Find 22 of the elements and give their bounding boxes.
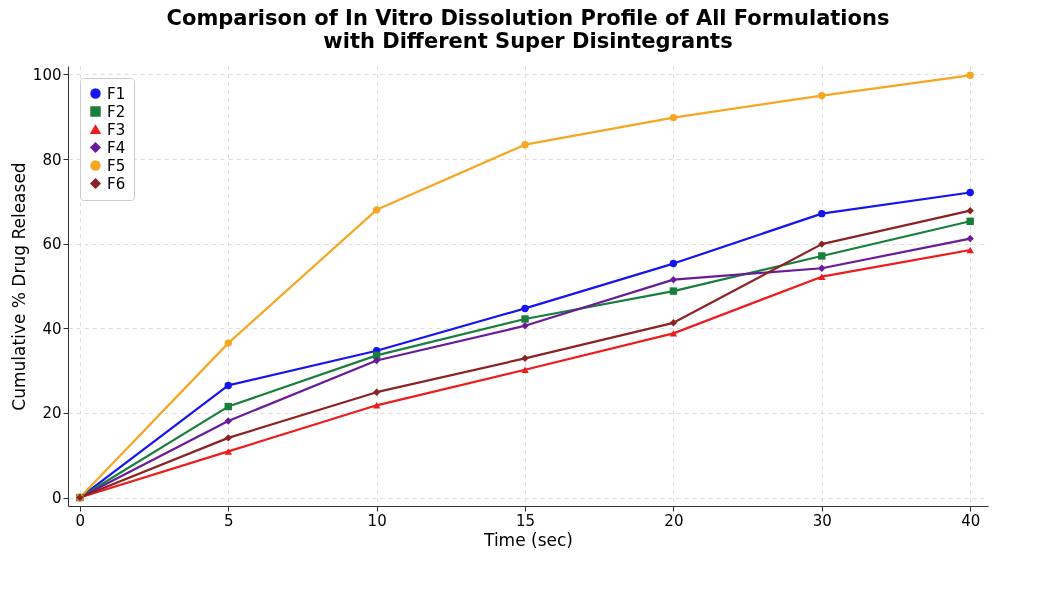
y-tick-label: 80 (42, 150, 62, 169)
legend-label: F5 (107, 156, 126, 175)
y-tick-label: 60 (42, 235, 62, 254)
x-tick-label: 30 (812, 511, 832, 530)
x-tick-label: 15 (515, 511, 536, 530)
chart-title: Comparison of In Vitro Dissolution Profile of All Formulations with Different Super Disintegrants (166, 6, 890, 53)
legend-label: F2 (107, 102, 126, 121)
x-tick-label: 5 (223, 511, 234, 530)
x-tick-label: 20 (664, 511, 684, 530)
y-tick-label: 100 (32, 65, 62, 84)
legend-label: F1 (107, 84, 126, 103)
x-tick-label: 10 (367, 511, 387, 530)
x-tick-label: 40 (961, 511, 981, 530)
y-tick-label: 40 (42, 319, 62, 338)
y-tick-label: 0 (51, 489, 62, 508)
legend-label: F3 (107, 120, 126, 139)
legend-label: F6 (107, 174, 126, 193)
x-axis-title: Time (sec) (483, 529, 573, 550)
y-tick-label: 20 (42, 404, 62, 423)
y-axis-title: Cumulative % Drug Released (8, 162, 29, 411)
x-tick-label: 0 (75, 511, 86, 530)
legend-label: F4 (107, 138, 126, 157)
